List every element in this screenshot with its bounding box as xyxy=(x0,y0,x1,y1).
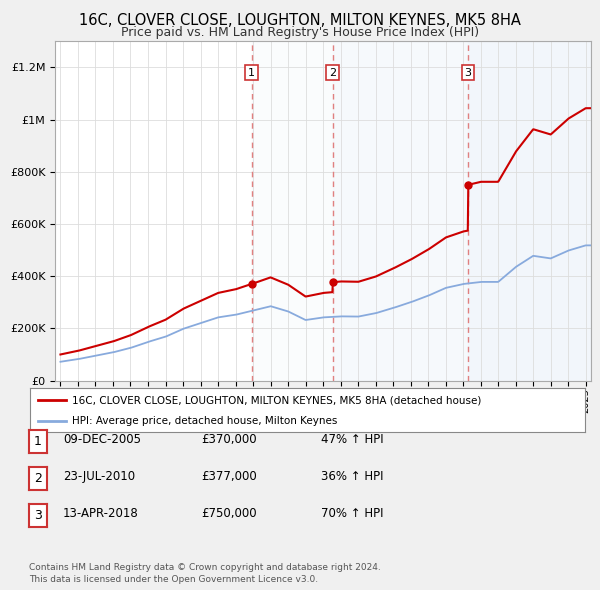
Text: Contains HM Land Registry data © Crown copyright and database right 2024.
This d: Contains HM Land Registry data © Crown c… xyxy=(29,563,380,584)
Text: 09-DEC-2005: 09-DEC-2005 xyxy=(63,433,141,446)
Text: £370,000: £370,000 xyxy=(201,433,257,446)
Text: 2: 2 xyxy=(329,68,336,78)
Text: 1: 1 xyxy=(248,68,255,78)
Text: 3: 3 xyxy=(34,509,42,522)
Bar xyxy=(333,41,591,381)
Text: 47% ↑ HPI: 47% ↑ HPI xyxy=(321,433,383,446)
Text: Price paid vs. HM Land Registry's House Price Index (HPI): Price paid vs. HM Land Registry's House … xyxy=(121,26,479,39)
Text: 16C, CLOVER CLOSE, LOUGHTON, MILTON KEYNES, MK5 8HA: 16C, CLOVER CLOSE, LOUGHTON, MILTON KEYN… xyxy=(79,13,521,28)
Text: 70% ↑ HPI: 70% ↑ HPI xyxy=(321,507,383,520)
Bar xyxy=(468,41,591,381)
Text: 16C, CLOVER CLOSE, LOUGHTON, MILTON KEYNES, MK5 8HA (detached house): 16C, CLOVER CLOSE, LOUGHTON, MILTON KEYN… xyxy=(71,395,481,405)
Text: £377,000: £377,000 xyxy=(201,470,257,483)
Text: HPI: Average price, detached house, Milton Keynes: HPI: Average price, detached house, Milt… xyxy=(71,416,337,426)
Text: 23-JUL-2010: 23-JUL-2010 xyxy=(63,470,135,483)
Bar xyxy=(251,41,591,381)
Text: 13-APR-2018: 13-APR-2018 xyxy=(63,507,139,520)
Text: 2: 2 xyxy=(34,472,42,485)
Text: 36% ↑ HPI: 36% ↑ HPI xyxy=(321,470,383,483)
Text: £750,000: £750,000 xyxy=(201,507,257,520)
Text: 3: 3 xyxy=(464,68,472,78)
Text: 1: 1 xyxy=(34,435,42,448)
